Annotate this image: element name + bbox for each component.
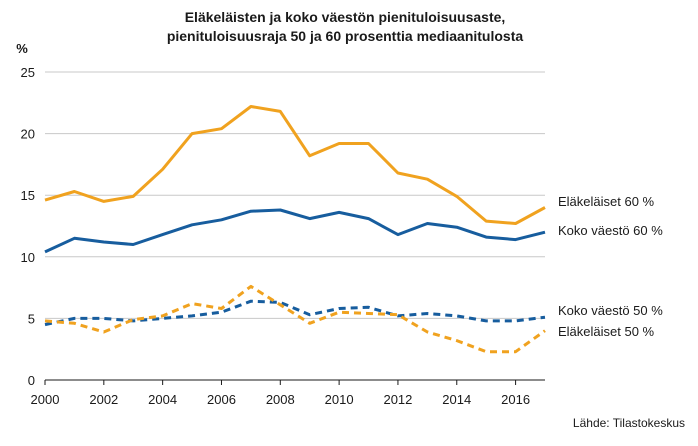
series-labels: Eläkeläiset 60 % Koko väestö 60 % Koko väe… [558, 194, 663, 339]
x-tick-label: 2016 [501, 392, 530, 407]
series-line-4 [44, 284, 546, 354]
series-label-4: Eläkeläiset 50 % [558, 324, 655, 339]
gridlines [45, 71, 545, 319]
y-tick-label: 15 [21, 188, 35, 203]
chart-title-line-1: Eläkeläisten ja koko väestön pienitulois… [185, 9, 506, 25]
chart-title-line-2: pienituloisuusraja 50 ja 60 prosenttia m… [167, 28, 524, 44]
y-axis-unit-label: % [16, 41, 28, 56]
y-tick-label: 5 [28, 311, 35, 326]
x-tick-label: 2004 [148, 392, 177, 407]
x-tick-label: 2012 [383, 392, 412, 407]
series-label-3: Koko väestö 50 % [558, 303, 663, 318]
y-tick-label: 20 [21, 127, 35, 142]
x-tick-label: 2014 [442, 392, 471, 407]
x-tick-label: 2002 [89, 392, 118, 407]
series-line-2 [44, 208, 546, 254]
axes: 0 5 10 15 20 25 2000 2002 2004 2006 2008 2010 2012 20… [21, 65, 545, 407]
y-tick-label: 10 [21, 250, 35, 265]
y-tick-label: 0 [28, 373, 35, 388]
y-tick-label: 25 [21, 65, 35, 80]
series-line-3 [44, 299, 546, 327]
series-label-1: Eläkeläiset 60 % [558, 194, 655, 209]
x-tick-label: 2008 [266, 392, 295, 407]
series-line-1 [44, 105, 546, 225]
x-tick-label: 2010 [325, 392, 354, 407]
source-note: Lähde: Tilastokeskus [573, 416, 685, 430]
series-label-2: Koko väestö 60 % [558, 223, 663, 238]
series-lines [44, 105, 546, 354]
x-tick-label: 2006 [207, 392, 236, 407]
chart-text: Eläkeläisten ja koko väestön pienitulois… [16, 9, 685, 430]
x-tick-label: 2000 [31, 392, 60, 407]
